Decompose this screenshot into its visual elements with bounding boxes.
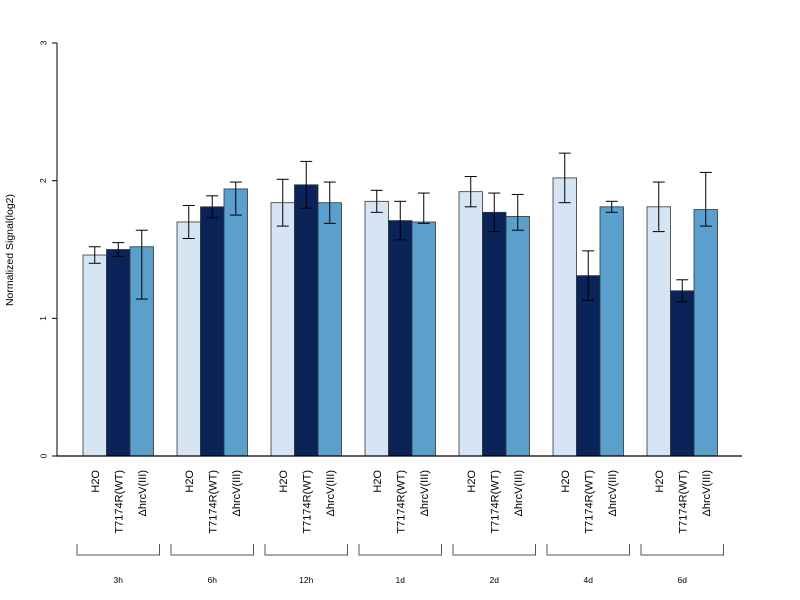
x-tick-labels: H2O T7174R(WT) ΔhrcV(III) H2O T7174R(WT) Δhrc… xyxy=(90,470,713,534)
group-label: 6h xyxy=(208,575,218,585)
bar xyxy=(388,220,413,457)
group-bracket xyxy=(452,544,536,556)
bar xyxy=(317,202,342,457)
group-brackets: 3h 6h 12h 1d 2d 4d 6d xyxy=(76,544,724,585)
x-tick-label: ΔhrcV(III) xyxy=(607,470,619,516)
group-bracket xyxy=(358,544,442,556)
bar xyxy=(411,221,436,457)
x-tick-label: H2O xyxy=(278,470,290,493)
y-axis: 0 1 2 3 xyxy=(38,40,58,458)
x-tick-label: T7174R(WT) xyxy=(113,470,125,534)
x-tick-label: T7174R(WT) xyxy=(301,470,313,534)
bar xyxy=(294,184,319,457)
x-tick-label: H2O xyxy=(560,470,572,493)
x-tick-label: H2O xyxy=(654,470,666,493)
x-tick-label: T7174R(WT) xyxy=(489,470,501,534)
bar xyxy=(693,209,718,457)
x-tick-label: H2O xyxy=(90,470,102,493)
y-tick-label: 2 xyxy=(38,178,48,183)
x-tick-label: ΔhrcV(III) xyxy=(701,470,713,516)
bar xyxy=(364,200,389,457)
group-bracket xyxy=(170,544,254,556)
x-tick-label: T7174R(WT) xyxy=(207,470,219,534)
x-tick-label: T7174R(WT) xyxy=(583,470,595,534)
x-tick-label: ΔhrcV(III) xyxy=(231,470,243,516)
bar xyxy=(106,249,131,457)
bar xyxy=(176,221,201,457)
bar xyxy=(270,202,295,457)
bar xyxy=(458,191,483,457)
group-bracket xyxy=(76,544,160,556)
x-tick-label: H2O xyxy=(372,470,384,493)
group-bracket xyxy=(264,544,348,556)
x-tick-label: T7174R(WT) xyxy=(395,470,407,534)
x-tick-label: ΔhrcV(III) xyxy=(325,470,337,516)
bar xyxy=(200,206,225,457)
group-label: 4d xyxy=(584,575,594,585)
bar xyxy=(576,275,601,457)
group-bracket xyxy=(546,544,630,556)
group-label: 2d xyxy=(490,575,500,585)
group-label: 12h xyxy=(299,575,313,585)
bar xyxy=(646,206,671,457)
y-tick-label: 1 xyxy=(38,316,48,321)
x-tick-label: ΔhrcV(III) xyxy=(419,470,431,516)
bar xyxy=(670,290,695,457)
bar xyxy=(482,211,507,457)
y-axis-label: Normalized Signal(log2) xyxy=(4,194,16,306)
error-bars xyxy=(88,152,712,303)
x-tick-label: H2O xyxy=(184,470,196,493)
y-tick-label: 0 xyxy=(38,453,48,458)
y-tick-label: 3 xyxy=(38,40,48,45)
x-tick-label: T7174R(WT) xyxy=(677,470,689,534)
x-tick-label: H2O xyxy=(466,470,478,493)
bar xyxy=(223,188,248,457)
bar xyxy=(82,254,107,457)
group-label: 6d xyxy=(678,575,688,585)
group-bracket xyxy=(640,544,724,556)
group-label: 1d xyxy=(396,575,406,585)
bar xyxy=(552,177,577,457)
x-tick-label: ΔhrcV(III) xyxy=(513,470,525,516)
x-tick-label: ΔhrcV(III) xyxy=(137,470,149,516)
bar xyxy=(505,216,530,457)
group-label: 3h xyxy=(114,575,124,585)
bar xyxy=(599,206,624,457)
